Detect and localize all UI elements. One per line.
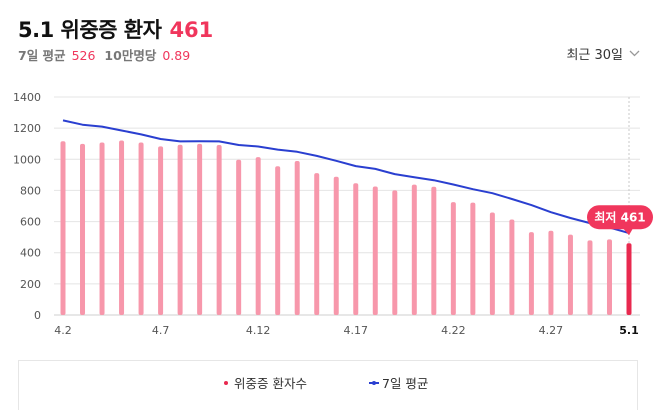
y-tick-label: 1400 bbox=[13, 91, 41, 104]
y-tick-label: 0 bbox=[34, 309, 41, 322]
legend-bar-marker bbox=[224, 380, 228, 385]
bar bbox=[431, 186, 437, 315]
bar bbox=[294, 160, 300, 315]
x-tick-label: 4.7 bbox=[152, 324, 170, 337]
legend-item-line[interactable]: 7일 평균 bbox=[369, 373, 428, 392]
x-tick-label: 4.12 bbox=[246, 324, 271, 337]
bar bbox=[509, 219, 515, 315]
y-tick-label: 800 bbox=[20, 184, 41, 197]
y-tick-label: 1200 bbox=[13, 122, 41, 135]
bar bbox=[567, 234, 573, 315]
rate-label: 10만명당 bbox=[104, 48, 157, 63]
bar bbox=[333, 176, 339, 315]
bar bbox=[119, 140, 125, 315]
period-dropdown[interactable]: 최근 30일 bbox=[566, 44, 640, 63]
legend-line-label: 7일 평균 bbox=[382, 376, 429, 391]
bar bbox=[80, 143, 86, 315]
page-title: 5.1 위중증 환자 bbox=[18, 18, 162, 42]
y-tick-label: 400 bbox=[20, 247, 41, 260]
y-tick-label: 200 bbox=[20, 278, 41, 291]
bar bbox=[528, 232, 534, 315]
y-tick-label: 600 bbox=[20, 216, 41, 229]
legend-item-bars[interactable]: 위중증 환자수 bbox=[224, 373, 307, 392]
bar bbox=[626, 243, 632, 315]
legend-line-marker bbox=[369, 380, 379, 385]
bar bbox=[353, 183, 359, 315]
bar bbox=[411, 184, 417, 315]
chart-legend: 위중증 환자수 7일 평균 bbox=[18, 360, 638, 410]
bar bbox=[450, 202, 456, 315]
legend-bar-label: 위중증 환자수 bbox=[234, 376, 307, 391]
x-tick-label: 4.27 bbox=[539, 324, 564, 337]
summary-stats: 7일 평균 526 10만명당 0.89 bbox=[18, 45, 199, 64]
avg-label: 7일 평균 bbox=[18, 48, 66, 63]
annotation-badge bbox=[587, 205, 653, 230]
avg-value: 526 bbox=[71, 48, 96, 63]
bar bbox=[489, 212, 495, 315]
x-tick-label: 4.2 bbox=[54, 324, 72, 337]
bar bbox=[392, 190, 398, 315]
bar bbox=[606, 239, 612, 315]
x-tick-label: 4.22 bbox=[441, 324, 466, 337]
period-label: 최근 30일 bbox=[566, 48, 623, 63]
bar bbox=[99, 142, 105, 315]
bar bbox=[236, 159, 242, 315]
bar bbox=[587, 240, 593, 315]
bar bbox=[548, 230, 554, 315]
bar bbox=[255, 157, 261, 315]
rate-value: 0.89 bbox=[162, 48, 191, 63]
annotation-pointer bbox=[623, 228, 633, 236]
chevron-down-icon bbox=[629, 50, 640, 57]
series-line-7day-avg bbox=[62, 119, 630, 235]
y-tick-label: 1000 bbox=[13, 153, 41, 166]
bar bbox=[177, 144, 183, 315]
bar bbox=[470, 202, 476, 315]
annotation-label: 최저 461 bbox=[594, 210, 645, 225]
chart: 0 200 400 600 800 1000 1200 1400 4.2 4.7 4.12 4.17 4… bbox=[13, 91, 653, 337]
bar bbox=[372, 186, 378, 315]
x-tick-label: 5.1 bbox=[619, 324, 639, 337]
bar bbox=[60, 141, 66, 315]
chart-header: 5.1 위중증 환자 461 bbox=[18, 14, 213, 44]
bar bbox=[197, 143, 203, 315]
bar bbox=[314, 173, 320, 315]
bar bbox=[216, 144, 222, 315]
title-count: 461 bbox=[169, 18, 214, 42]
bar bbox=[275, 166, 281, 315]
bar bbox=[138, 142, 144, 315]
x-tick-label: 4.17 bbox=[344, 324, 369, 337]
bar bbox=[158, 146, 164, 315]
